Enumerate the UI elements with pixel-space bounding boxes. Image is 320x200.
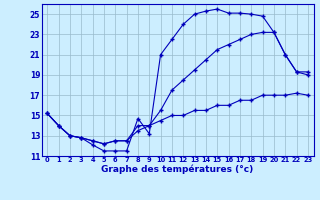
X-axis label: Graphe des températures (°c): Graphe des températures (°c) — [101, 165, 254, 174]
